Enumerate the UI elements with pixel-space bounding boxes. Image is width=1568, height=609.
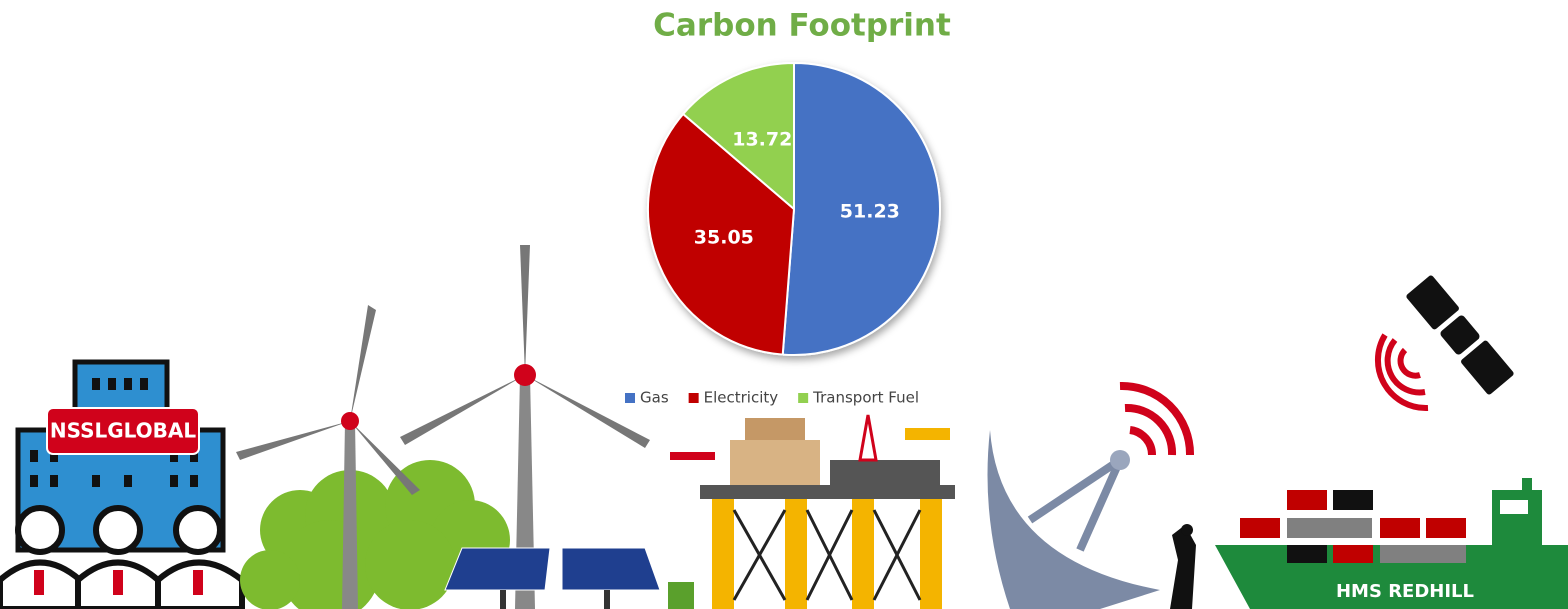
- value-label: 13.72: [732, 129, 792, 151]
- legend-swatch: [689, 393, 699, 403]
- legend-label: Electricity: [704, 389, 779, 407]
- legend-label: Gas: [640, 389, 669, 407]
- ship: HMS REDHILL: [1215, 478, 1568, 609]
- legend-label: Transport Fuel: [812, 389, 919, 407]
- chart-title: Carbon Footprint: [653, 8, 951, 44]
- infographic: NSSLGLOBAL: [0, 0, 1568, 609]
- satellite: [1378, 274, 1515, 408]
- solar-panels: [445, 548, 694, 609]
- legend-swatch: [625, 393, 635, 403]
- legend-swatch: [798, 393, 808, 403]
- legend: Gas Electricity Transport Fuel: [625, 389, 919, 407]
- building-sign: NSSLGLOBAL: [50, 419, 197, 443]
- value-label: 51.23: [840, 200, 900, 222]
- satellite-dish: [988, 386, 1197, 609]
- office-building: NSSLGLOBAL: [0, 362, 242, 609]
- value-label: 35.05: [694, 227, 754, 249]
- oil-rig: [670, 415, 955, 609]
- ship-name: HMS REDHILL: [1336, 581, 1474, 602]
